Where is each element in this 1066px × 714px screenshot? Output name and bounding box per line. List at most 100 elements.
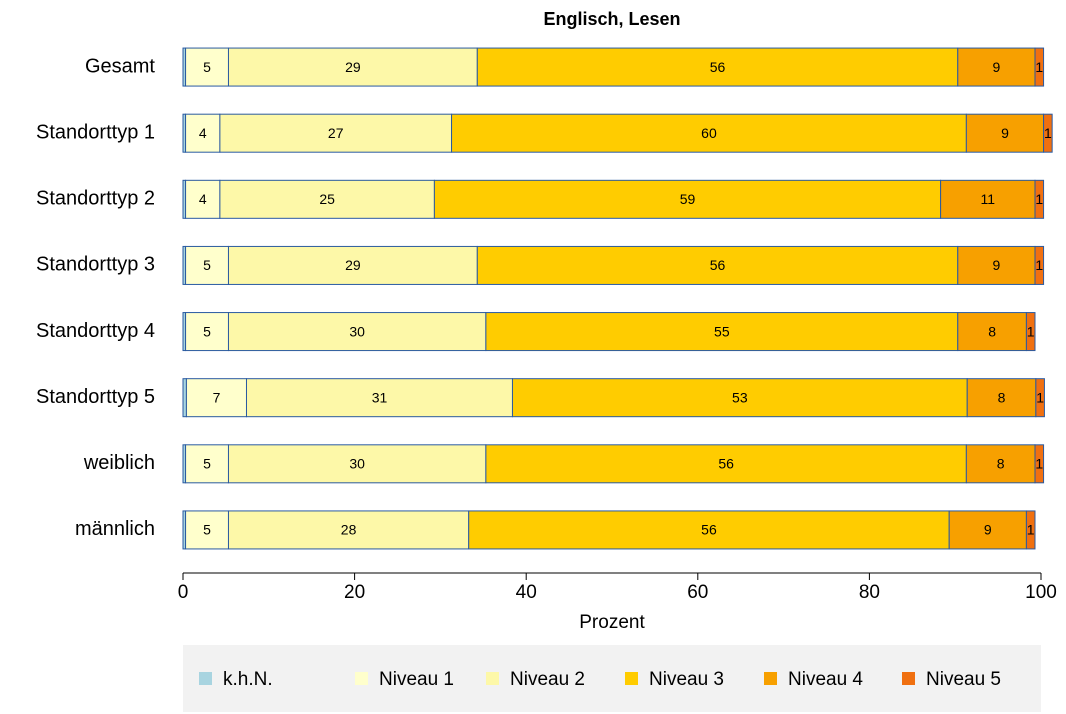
bar-segment: [245, 378, 513, 418]
category-label: Standorttyp 1: [36, 121, 155, 143]
data-label: 5: [203, 522, 211, 538]
bar-segment: [185, 510, 229, 550]
data-label: 56: [718, 456, 734, 472]
data-label: 5: [203, 456, 211, 472]
legend-swatch: [486, 672, 499, 685]
legend-swatch: [199, 672, 212, 685]
data-label: 29: [345, 59, 361, 75]
bar-segment: [485, 312, 959, 352]
bar-segment: [185, 378, 247, 418]
data-label: 5: [203, 257, 211, 273]
data-label: 30: [349, 323, 365, 339]
data-label: 9: [992, 59, 1000, 75]
data-label: 53: [732, 389, 748, 405]
category-label: männlich: [75, 518, 155, 540]
bar-segment: [185, 312, 229, 352]
data-label: 59: [680, 191, 696, 207]
data-label: 60: [701, 125, 717, 141]
data-label: 56: [710, 257, 726, 273]
category-label: Standorttyp 2: [36, 188, 155, 210]
legend-label: Niveau 1: [379, 669, 454, 690]
data-label: 28: [341, 522, 357, 538]
data-label: 7: [213, 389, 221, 405]
data-label: 5: [203, 59, 211, 75]
category-label: Standorttyp 3: [36, 254, 155, 276]
legend-swatch: [764, 672, 777, 685]
data-label: 9: [984, 522, 992, 538]
bar-segment: [1043, 113, 1053, 153]
x-tick-label: 60: [687, 582, 708, 603]
data-label: 9: [1001, 125, 1009, 141]
x-tick-label: 0: [178, 582, 189, 603]
bar-segment: [219, 179, 435, 219]
data-label: 55: [714, 323, 730, 339]
data-label: 1: [1036, 389, 1044, 405]
bar-segment: [1035, 378, 1045, 418]
bar-segment: [1034, 179, 1045, 219]
bar-segment: [957, 312, 1027, 352]
data-label: 8: [998, 389, 1006, 405]
legend-swatch: [355, 672, 368, 685]
category-label: Standorttyp 5: [36, 386, 155, 408]
bar-segment: [966, 378, 1037, 418]
bar-segment: [485, 444, 967, 484]
data-label: 8: [997, 456, 1005, 472]
bar-segment: [219, 113, 453, 153]
legend-label: Niveau 3: [649, 669, 724, 690]
bar-segment: [433, 179, 942, 219]
bar-segment: [476, 47, 959, 87]
bar-segment: [1034, 444, 1045, 484]
data-label: 1: [1035, 456, 1043, 472]
bar-segment: [468, 510, 950, 550]
bar-segment: [185, 47, 229, 87]
bar-segment: [1025, 312, 1036, 352]
data-label: 25: [319, 191, 335, 207]
bar-segment: [1034, 245, 1045, 285]
legend-label: Niveau 5: [926, 669, 1001, 690]
data-label: 56: [710, 59, 726, 75]
bar-segment: [1025, 510, 1036, 550]
data-label: 4: [199, 191, 207, 207]
data-label: 1: [1027, 522, 1035, 538]
bar-segment: [940, 179, 1036, 219]
chart-title: Englisch, Lesen: [543, 9, 680, 29]
bar-segment: [957, 47, 1036, 87]
legend-swatch: [625, 672, 638, 685]
bar-segment: [227, 510, 470, 550]
data-label: 31: [372, 389, 388, 405]
bar-segment: [511, 378, 968, 418]
data-label: 1: [1027, 323, 1035, 339]
bar-segment: [476, 245, 959, 285]
bar-segment: [1034, 47, 1045, 87]
legend-box: [183, 645, 1041, 712]
data-label: 27: [328, 125, 344, 141]
category-label: Standorttyp 4: [36, 320, 155, 342]
x-tick-label: 20: [344, 582, 365, 603]
bar-segment: [227, 444, 487, 484]
data-label: 1: [1044, 125, 1052, 141]
x-axis-label: Prozent: [579, 612, 645, 633]
data-label: 5: [203, 323, 211, 339]
data-label: 1: [1035, 257, 1043, 273]
bar-segment: [185, 444, 229, 484]
bar-segment: [957, 245, 1036, 285]
data-label: 56: [701, 522, 717, 538]
data-label: 1: [1035, 59, 1043, 75]
data-label: 8: [988, 323, 996, 339]
x-tick-label: 80: [859, 582, 880, 603]
category-label: weiblich: [83, 452, 155, 474]
x-tick-label: 100: [1025, 582, 1057, 603]
bar-segment: [451, 113, 967, 153]
data-label: 11: [981, 191, 996, 207]
bar-segment: [182, 378, 187, 418]
category-label: Gesamt: [85, 55, 155, 77]
legend-swatch: [902, 672, 915, 685]
data-label: 9: [992, 257, 1000, 273]
data-label: 4: [199, 125, 207, 141]
legend-label: Niveau 4: [788, 669, 863, 690]
data-label: 29: [345, 257, 361, 273]
bar-segment: [227, 312, 487, 352]
data-label: 30: [349, 456, 365, 472]
bar-segment: [965, 113, 1045, 153]
